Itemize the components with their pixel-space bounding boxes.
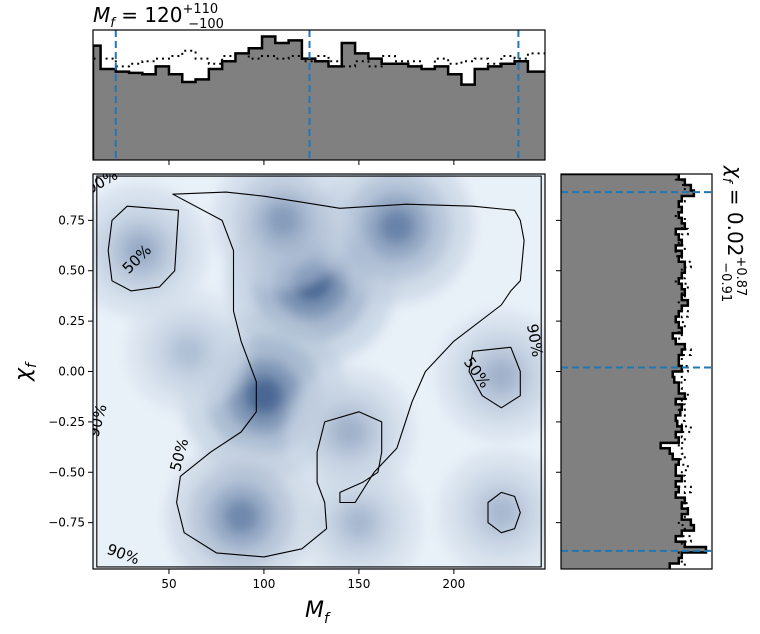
y-tick-label: 0.75 bbox=[58, 213, 85, 227]
top-histogram bbox=[93, 35, 545, 160]
density-blob bbox=[334, 416, 365, 448]
density-blob bbox=[486, 360, 517, 391]
contour-line-50pct bbox=[487, 491, 521, 534]
y-tick-label: −0.50 bbox=[48, 465, 85, 479]
right-panel-ticks bbox=[556, 219, 561, 524]
contour-label: 90% bbox=[523, 322, 547, 358]
density-blob bbox=[173, 336, 203, 366]
top-hist-fill bbox=[93, 36, 545, 160]
density-heatmap bbox=[93, 174, 545, 569]
y-tick-label: −0.75 bbox=[48, 516, 85, 530]
density-blob bbox=[266, 203, 300, 237]
top-panel-frame bbox=[92, 29, 546, 161]
x-tick-label: 200 bbox=[442, 577, 465, 591]
right-panel-title: χf = 0.02+0.87−0.91 bbox=[718, 165, 748, 302]
right-histogram bbox=[561, 174, 708, 569]
y-tick-label: 0.50 bbox=[58, 264, 85, 278]
density-blob bbox=[344, 507, 374, 538]
density-blob bbox=[486, 497, 517, 528]
contour-line-50pct bbox=[468, 346, 521, 409]
top-hist-dotted-step bbox=[93, 49, 545, 160]
contour-line-90pct bbox=[96, 175, 542, 568]
y-tick-label: 0.25 bbox=[58, 314, 85, 328]
x-tick-label: 150 bbox=[347, 577, 370, 591]
density-blob bbox=[124, 234, 157, 267]
y-tick-label: −0.25 bbox=[48, 415, 85, 429]
x-axis-label: Mf bbox=[305, 598, 331, 627]
x-tick-label: 100 bbox=[252, 577, 275, 591]
contour-line-50pct bbox=[172, 191, 525, 558]
y-tick-label: 0.00 bbox=[58, 365, 85, 379]
contour-lines bbox=[96, 175, 542, 568]
top-marginal-panel: Mf = 120+110 −100 bbox=[92, 2, 546, 165]
density-blob bbox=[378, 208, 415, 245]
x-tick-label: 50 bbox=[161, 577, 176, 591]
right-quantile-lines bbox=[561, 191, 712, 552]
contour-line-50pct bbox=[107, 205, 180, 292]
joint-panel-ticks: 50 100 150 200 0.75 0.50 0.25 0.00 −0.25 −0.50 −0.… bbox=[48, 213, 465, 591]
density-blob bbox=[223, 499, 259, 535]
density-blob bbox=[244, 376, 284, 416]
joint-panel: 90%50%90%50%50%90%90% 50 100 150 2000.750.5… bbox=[11, 173, 547, 627]
right-marginal-panel: χf = 0.02+0.87−0.91 bbox=[556, 165, 748, 570]
y-axis-label: χf bbox=[11, 361, 40, 382]
right-hist-fill bbox=[561, 174, 706, 569]
top-panel-ticks bbox=[168, 160, 455, 165]
right-hist-solid-step bbox=[561, 174, 708, 569]
top-panel-title: Mf = 120+110 −100 bbox=[93, 2, 224, 32]
